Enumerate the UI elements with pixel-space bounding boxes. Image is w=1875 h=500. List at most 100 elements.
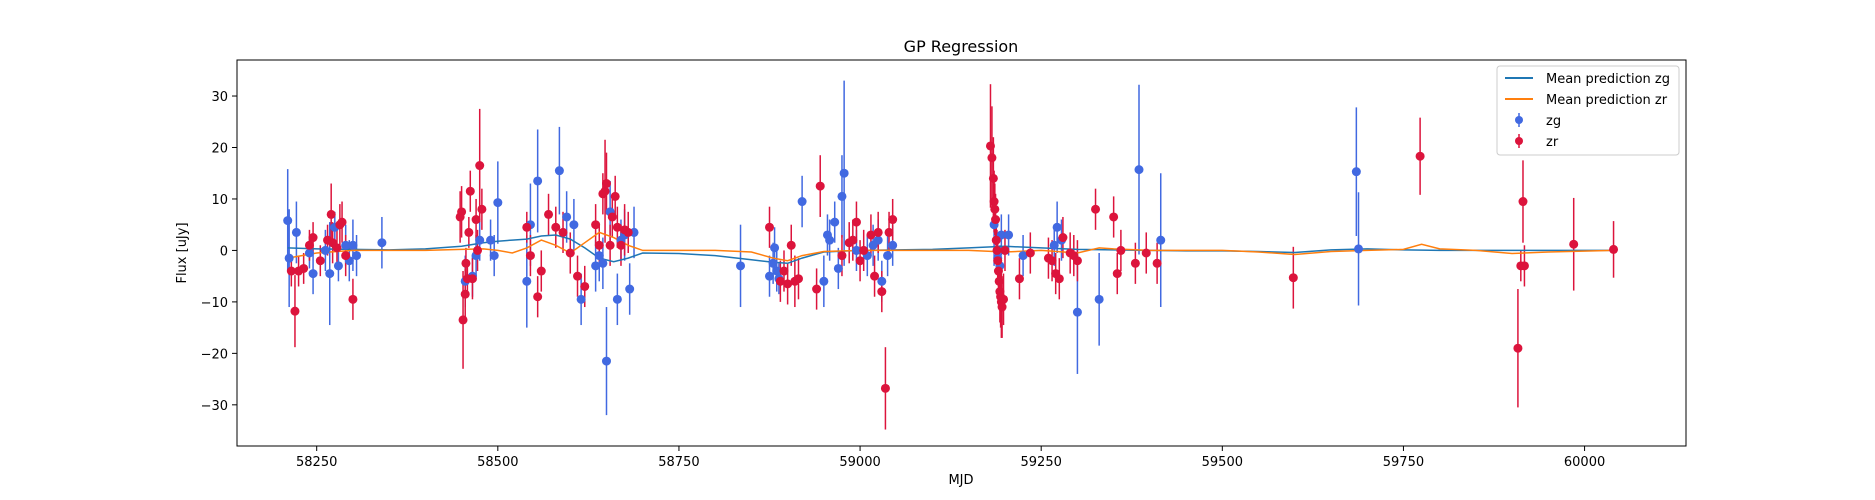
chart-title: GP Regression [904, 37, 1019, 56]
zg-data-point [352, 251, 362, 261]
plot-area [283, 80, 1619, 430]
zg-data-point [533, 176, 543, 186]
x-tick-label: 59250 [1021, 455, 1062, 470]
y-axis-label: Flux [uJy] [175, 222, 190, 283]
zg-data-point [591, 261, 601, 271]
zr-data-point [457, 207, 467, 217]
zr-data-point [997, 302, 1007, 312]
zr-data-point [992, 245, 1002, 255]
zr-data-point [991, 235, 1001, 245]
zg-data-point [475, 235, 485, 245]
zr-data-point [1000, 245, 1010, 255]
zg-data-point [1049, 240, 1059, 250]
zr-data-point [870, 271, 880, 281]
zr-data-point [536, 266, 546, 276]
y-axis-ticks: −30 −20 −10 0 10 20 30 [201, 90, 237, 414]
zg-data-point [283, 216, 293, 226]
zr-data-point [987, 153, 997, 163]
zr-data-point [985, 141, 995, 151]
zr-data-point [315, 256, 325, 266]
zr-data-point [993, 256, 1003, 266]
zr-data-point [286, 266, 296, 276]
zr-data-point [594, 240, 604, 250]
zg-data-point [1094, 294, 1104, 304]
zr-data-point [1152, 258, 1162, 268]
zr-data-point [612, 222, 622, 232]
zr-data-point [473, 245, 483, 255]
zr-data-point [815, 181, 825, 191]
zg-data-point [625, 284, 635, 294]
zg-data-point [562, 212, 572, 222]
legend-box [1496, 65, 1680, 156]
y-tick-label: 0 [220, 244, 228, 259]
zr-data-point [884, 227, 894, 237]
zr-data-point [332, 243, 342, 253]
zr-data-point [988, 173, 998, 183]
x-axis-ticks: 58250 58500 58750 59000 59250 59500 59750 60000 [296, 446, 1605, 470]
zr-data-point [605, 240, 615, 250]
zr-data-point [573, 271, 583, 281]
zr-data-point [290, 306, 300, 316]
zr-data-point [551, 222, 561, 232]
zr-data-point [1072, 256, 1082, 266]
zr-data-point [775, 276, 785, 286]
zr-data-point [990, 204, 1000, 214]
zg-data-point [830, 217, 840, 227]
x-tick-label: 60000 [1564, 455, 1605, 470]
zr-data-point [989, 197, 999, 207]
zg-data-point [493, 198, 503, 208]
zr-data-point [991, 215, 1001, 225]
zr-data-point [565, 248, 575, 258]
zg-data-point [1156, 235, 1166, 245]
zr-data-point [623, 227, 633, 237]
x-tick-label: 58500 [477, 455, 518, 470]
zg-data-point [377, 238, 387, 248]
prediction-lines [287, 231, 1614, 265]
zr-data-point [607, 212, 617, 222]
x-tick-label: 59750 [1383, 455, 1424, 470]
zr-data-point [591, 220, 601, 230]
zg-data-point [770, 243, 780, 253]
zg-data-point [333, 261, 343, 271]
y-tick-label: −10 [201, 296, 228, 311]
zr-data-point [1025, 248, 1035, 258]
zr-data-point [793, 274, 803, 284]
zr-data-point [460, 289, 470, 299]
legend: Mean prediction zg Mean prediction zr zg… [1496, 65, 1680, 156]
zr-data-point [558, 227, 568, 237]
zr-data-point [1513, 343, 1523, 353]
zr-data-point [1130, 258, 1140, 268]
zr-data-point [610, 191, 620, 201]
zg-data-point [837, 191, 847, 201]
zr-data-point [522, 222, 532, 232]
zr-data-point [786, 240, 796, 250]
zg-data-point [839, 168, 849, 178]
zr-data-point [888, 215, 898, 225]
zg-data-point [612, 294, 622, 304]
zg-data-point [851, 245, 861, 255]
zr-data-point [880, 383, 890, 393]
zr-data-point [848, 235, 858, 245]
zg-data-point [1072, 307, 1082, 317]
zg-data-point [736, 261, 746, 271]
zr-data-point [471, 215, 481, 225]
zr-data-point [779, 266, 789, 276]
zr-data-point [616, 240, 626, 250]
zr-data-point [525, 251, 535, 261]
zr-data-point [337, 217, 347, 227]
zr-data-point [1609, 244, 1619, 254]
zg-data-point [825, 235, 835, 245]
zr-points [286, 141, 1619, 393]
zg-data-point [765, 271, 775, 281]
zg-data-point [819, 276, 829, 286]
zg-data-point [797, 197, 807, 207]
zg-data-point [308, 269, 318, 279]
zr-data-point [475, 161, 485, 171]
zr-data-point [1014, 274, 1024, 284]
zg-data-point [1004, 230, 1014, 240]
zr-data-point [1058, 233, 1068, 243]
zr-data-point [304, 240, 314, 250]
zr-data-point [873, 227, 883, 237]
y-tick-label: −30 [201, 399, 228, 414]
